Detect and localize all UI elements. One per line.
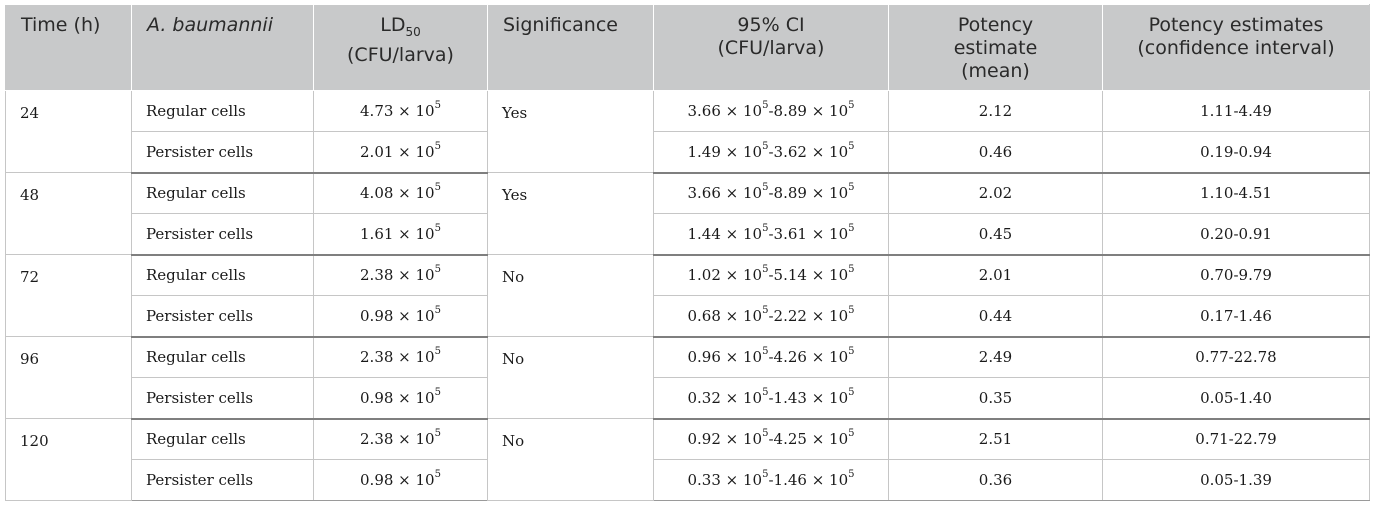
potency-ci-cell: 1.11-4.49 bbox=[1102, 90, 1370, 132]
ld50-cell: 0.98 × 105 bbox=[313, 295, 488, 338]
potency-ci-cell: 0.19-0.94 bbox=[1102, 131, 1370, 174]
time-cell: 72 bbox=[5, 254, 132, 337]
potency-ci-cell: 0.77-22.78 bbox=[1102, 336, 1370, 378]
potency-ci-cell: 0.17-1.46 bbox=[1102, 295, 1370, 338]
potency-mean-cell: 2.01 bbox=[888, 254, 1103, 296]
significance-cell: No bbox=[487, 336, 654, 419]
table-row: Persister cells 2.01 × 105 1.49 × 105-3.62… bbox=[6, 131, 1370, 174]
header-potency-ci: Potency estimates (confidence interval) bbox=[1102, 4, 1370, 91]
table-row: Persister cells 0.98 × 105 0.68 × 105-2.22… bbox=[6, 295, 1370, 338]
ld50-cell: 4.73 × 105 bbox=[313, 90, 488, 132]
potency-ci-cell: 0.05-1.40 bbox=[1102, 377, 1370, 420]
table-row: 48 Regular cells 4.08 × 105 Yes 3.66 × 105-8… bbox=[5, 172, 1370, 255]
potency-mean-cell: 2.51 bbox=[888, 418, 1103, 460]
ci-cell: 0.68 × 105-2.22 × 105 bbox=[653, 295, 889, 338]
potency-mean-cell: 0.36 bbox=[888, 459, 1103, 501]
significance-cell: Yes bbox=[487, 172, 654, 255]
ci-cell: 1.49 × 105-3.62 × 105 bbox=[653, 131, 889, 174]
potency-mean-cell: 0.44 bbox=[888, 295, 1103, 338]
ld50-cell: 4.08 × 105 bbox=[313, 172, 488, 214]
ld50-cell: 0.98 × 105 bbox=[313, 459, 488, 501]
potency-mean-cell: 0.35 bbox=[888, 377, 1103, 420]
ci-cell: 0.32 × 105-1.43 × 105 bbox=[653, 377, 889, 420]
potency-mean-cell: 2.49 bbox=[888, 336, 1103, 378]
significance-cell: No bbox=[487, 418, 654, 501]
table-row: 96 Regular cells 2.38 × 105 No 0.96 × 105-4.… bbox=[5, 336, 1370, 419]
table-row: Persister cells 0.98 × 105 0.33 × 105-1.46… bbox=[6, 459, 1370, 501]
header-time: Time (h) bbox=[5, 4, 132, 91]
table-header-row: Time (h) A. baumannii LD50 (CFU/larva) Si… bbox=[5, 4, 1370, 91]
cell-type-cell: Persister cells bbox=[131, 213, 314, 256]
table-row: Persister cells 1.61 × 105 1.44 × 105-3.61… bbox=[6, 213, 1370, 256]
header-potency-mean: Potency estimate (mean) bbox=[888, 4, 1103, 91]
header-ld50: LD50 (CFU/larva) bbox=[313, 4, 488, 91]
time-cell: 48 bbox=[5, 172, 132, 255]
potency-ci-cell: 0.71-22.79 bbox=[1102, 418, 1370, 460]
potency-ci-cell: 0.70-9.79 bbox=[1102, 254, 1370, 296]
potency-ci-cell: 1.10-4.51 bbox=[1102, 172, 1370, 214]
ld50-cell: 2.38 × 105 bbox=[313, 254, 488, 296]
table-row: 24 Regular cells 4.73 × 105 Yes 3.66 × 105-8… bbox=[5, 90, 1370, 173]
ci-cell: 0.96 × 105-4.26 × 105 bbox=[653, 336, 889, 378]
potency-mean-cell: 2.02 bbox=[888, 172, 1103, 214]
cell-type-cell: Regular cells bbox=[131, 172, 314, 214]
potency-ci-cell: 0.05-1.39 bbox=[1102, 459, 1370, 501]
ld50-cell: 2.38 × 105 bbox=[313, 336, 488, 378]
cell-type-cell: Persister cells bbox=[131, 459, 314, 501]
potency-mean-cell: 0.46 bbox=[888, 131, 1103, 174]
cell-type-cell: Persister cells bbox=[131, 131, 314, 174]
ld50-cell: 2.38 × 105 bbox=[313, 418, 488, 460]
ci-cell: 3.66 × 105-8.89 × 105 bbox=[653, 90, 889, 132]
ci-cell: 3.66 × 105-8.89 × 105 bbox=[653, 172, 889, 214]
table-row: 72 Regular cells 2.38 × 105 No 1.02 × 105-5.… bbox=[5, 254, 1370, 337]
cell-type-cell: Regular cells bbox=[131, 90, 314, 132]
cell-type-cell: Persister cells bbox=[131, 295, 314, 338]
ci-cell: 0.92 × 105-4.25 × 105 bbox=[653, 418, 889, 460]
ld50-cell: 2.01 × 105 bbox=[313, 131, 488, 174]
table-body: 24 Regular cells 4.73 × 105 Yes 3.66 × 105-8… bbox=[5, 90, 1370, 501]
cell-type-cell: Persister cells bbox=[131, 377, 314, 420]
header-95ci: 95% CI (CFU/larva) bbox=[653, 4, 889, 91]
table-row: Persister cells 0.98 × 105 0.32 × 105-1.43… bbox=[6, 377, 1370, 420]
potency-ci-cell: 0.20-0.91 bbox=[1102, 213, 1370, 256]
ci-cell: 0.33 × 105-1.46 × 105 bbox=[653, 459, 889, 501]
cell-type-cell: Regular cells bbox=[131, 336, 314, 378]
potency-mean-cell: 0.45 bbox=[888, 213, 1103, 256]
table-row: 120 Regular cells 2.38 × 105 No 0.92 × 105-4… bbox=[5, 418, 1370, 501]
significance-cell: Yes bbox=[487, 90, 654, 173]
ci-cell: 1.02 × 105-5.14 × 105 bbox=[653, 254, 889, 296]
cell-type-cell: Regular cells bbox=[131, 254, 314, 296]
ld50-cell: 1.61 × 105 bbox=[313, 213, 488, 256]
header-species: A. baumannii bbox=[131, 4, 314, 91]
header-significance: Significance bbox=[487, 4, 654, 91]
time-cell: 120 bbox=[5, 418, 132, 501]
ld50-cell: 0.98 × 105 bbox=[313, 377, 488, 420]
significance-cell: No bbox=[487, 254, 654, 337]
ld50-table: Time (h) A. baumannii LD50 (CFU/larva) Si… bbox=[5, 4, 1370, 501]
time-cell: 24 bbox=[5, 90, 132, 173]
time-cell: 96 bbox=[5, 336, 132, 419]
ci-cell: 1.44 × 105-3.61 × 105 bbox=[653, 213, 889, 256]
potency-mean-cell: 2.12 bbox=[888, 90, 1103, 132]
cell-type-cell: Regular cells bbox=[131, 418, 314, 460]
